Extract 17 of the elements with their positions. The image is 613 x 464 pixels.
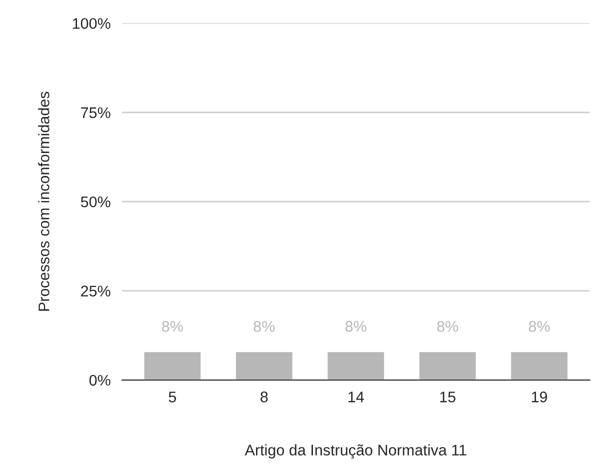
y-tick-label: 50% (80, 196, 110, 208)
x-tick-label: 15 (440, 392, 456, 402)
x-tick-label: 5 (168, 392, 176, 402)
x-axis-title: Artigo da Instrução Normativa 11 (244, 444, 466, 459)
y-tick-label: 100% (72, 18, 110, 29)
data-label: 8% (528, 320, 550, 332)
x-tick-label: 8 (260, 392, 268, 402)
y-tick-label: 75% (81, 107, 110, 118)
y-tick-label: 25% (81, 286, 110, 296)
y-axis-title: Processos com inconformidades (38, 92, 50, 311)
data-label: 8% (437, 320, 458, 332)
data-label: 8% (254, 320, 275, 332)
x-tick-label: 14 (348, 392, 364, 402)
data-label: 8% (162, 320, 183, 332)
data-label: 8% (345, 320, 366, 332)
y-tick-label: 0% (89, 374, 110, 386)
x-tick-label: 19 (532, 392, 548, 402)
